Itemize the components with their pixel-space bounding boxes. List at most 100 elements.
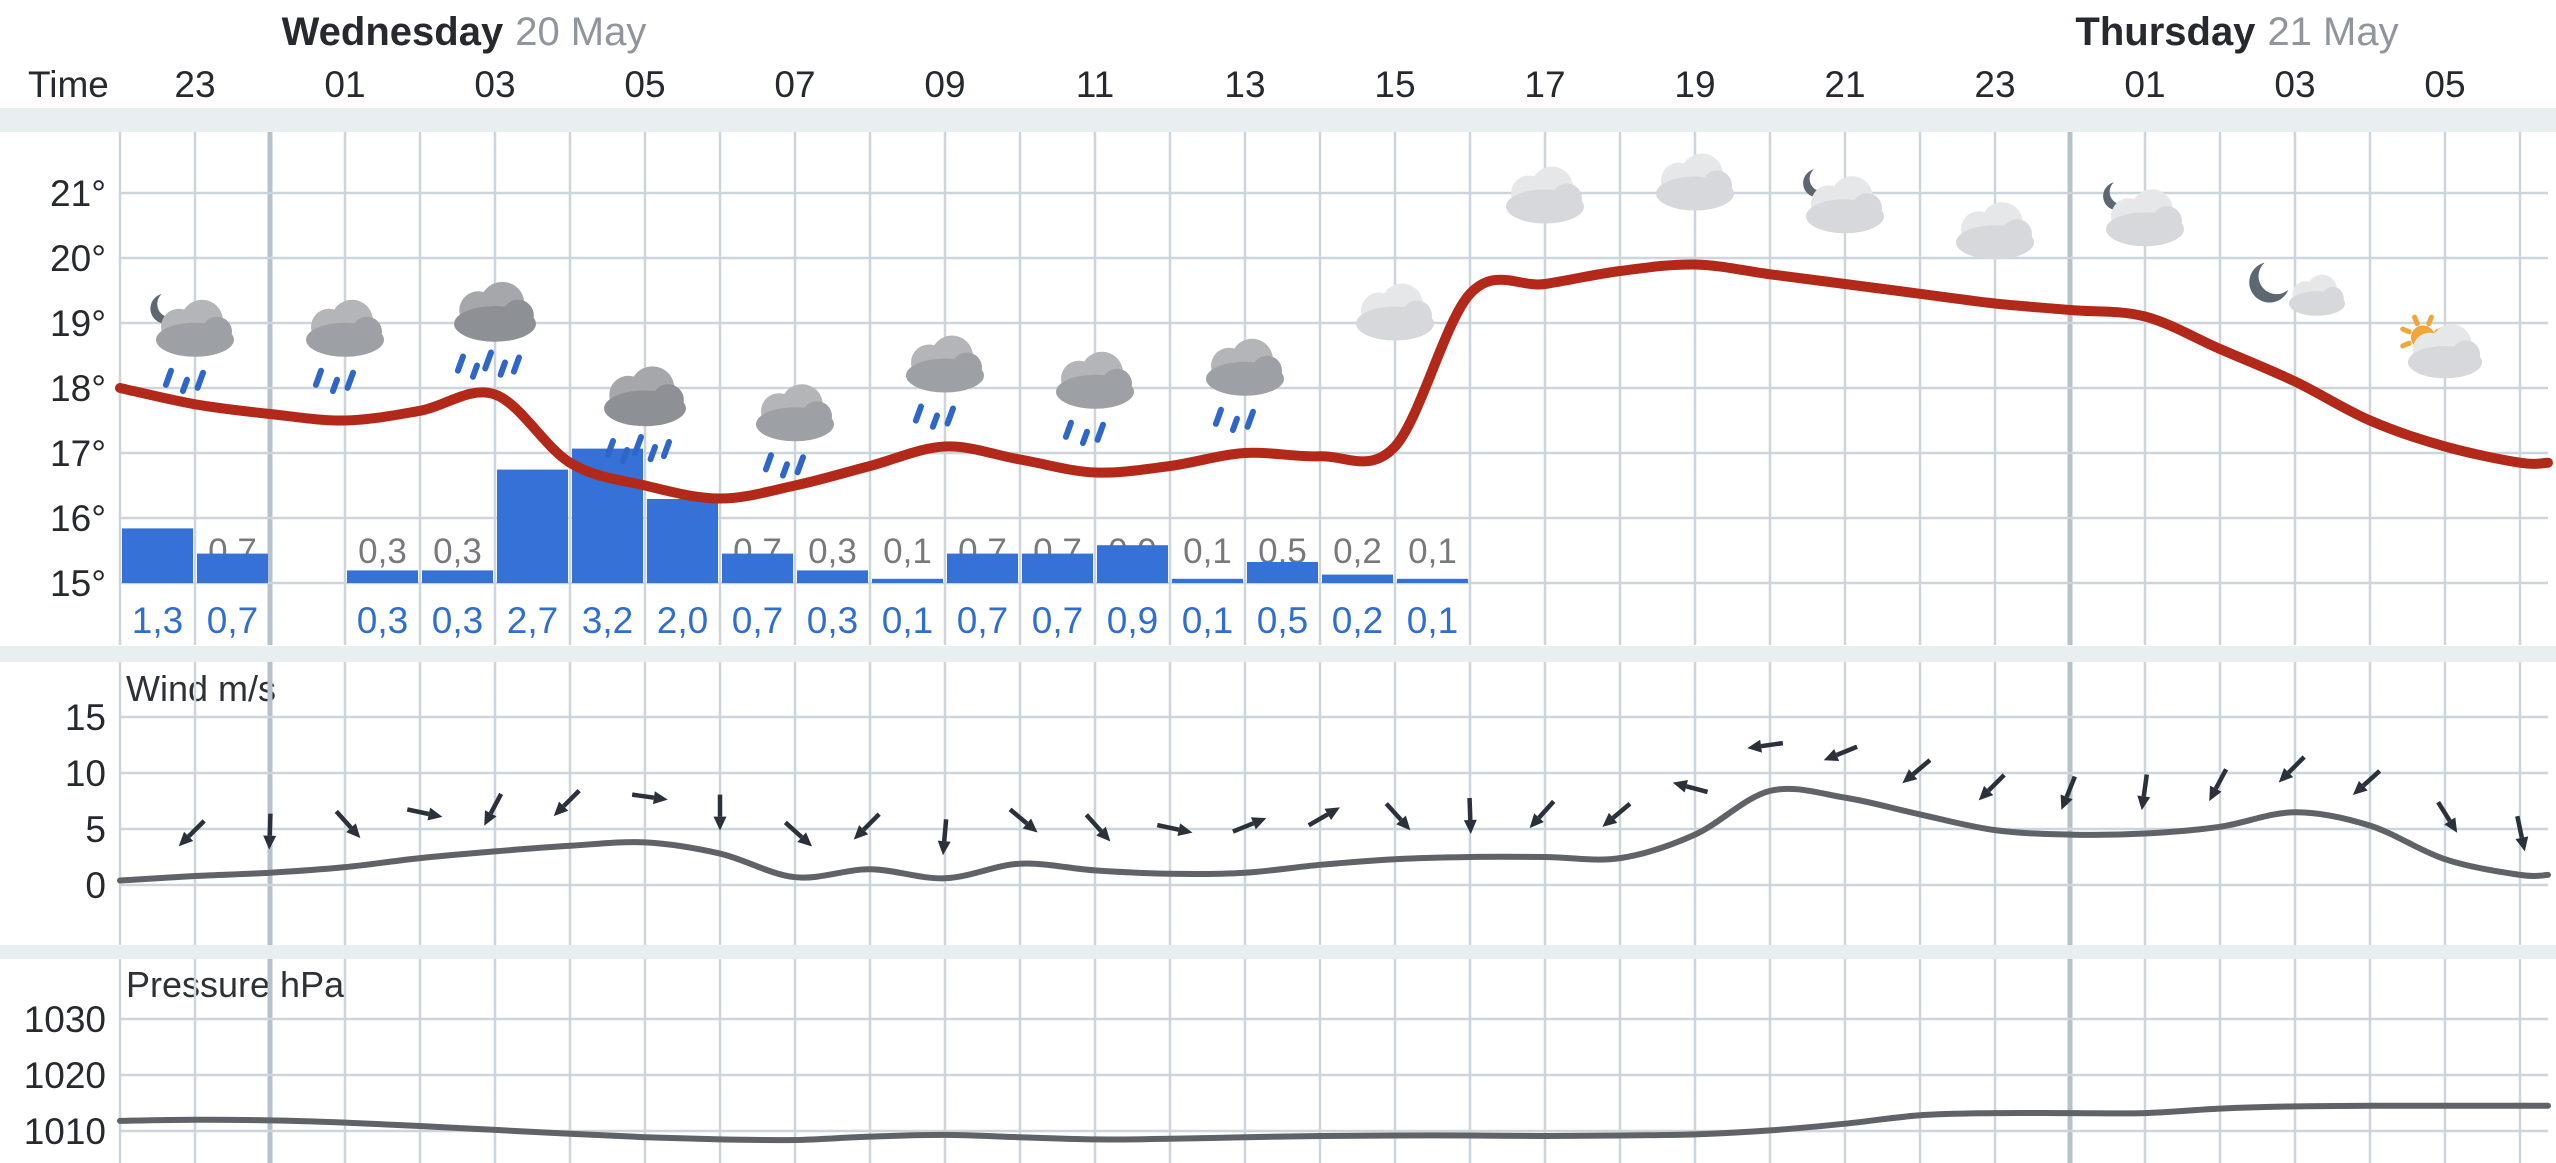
rain-drop-icon bbox=[510, 354, 522, 375]
precipitation-bar bbox=[722, 553, 793, 583]
rain-drop-icon bbox=[482, 349, 494, 372]
precipitation-bar bbox=[1247, 562, 1318, 583]
day-date: 21 May bbox=[2267, 10, 2399, 54]
precipitation-bar bbox=[497, 469, 568, 583]
weather-icon-rain-night bbox=[150, 294, 234, 395]
time-tick-label: 23 bbox=[1974, 64, 2015, 105]
day-header-thursday: Thursday 21 May bbox=[2075, 10, 2398, 54]
day-name: Wednesday bbox=[281, 10, 504, 54]
precip-max-label: 0,1 bbox=[1183, 532, 1232, 571]
weather-icon-moon-cloud bbox=[2249, 262, 2346, 316]
wind-direction-arrow bbox=[334, 809, 361, 839]
wind-axis-label: 10 bbox=[65, 753, 106, 794]
wind-direction-arrow bbox=[1463, 797, 1477, 834]
precipitation-bar bbox=[872, 578, 943, 583]
wind-direction-arrow bbox=[937, 819, 951, 856]
rain-drop-icon bbox=[1229, 415, 1240, 434]
wind-axis-label: 0 bbox=[85, 865, 106, 906]
precip-value-label: 0,7 bbox=[957, 600, 1008, 641]
precip-max-label: 0,3 bbox=[808, 532, 857, 571]
wind-direction-arrow bbox=[1156, 822, 1193, 837]
weather-icon-cloudy-night bbox=[2103, 182, 2184, 247]
precipitation-bar bbox=[1397, 578, 1468, 583]
time-tick-label: 15 bbox=[1374, 64, 1415, 105]
rain-drop-icon bbox=[779, 461, 790, 479]
rain-drop-icon bbox=[329, 376, 340, 395]
precip-max-label: 0,3 bbox=[358, 532, 407, 571]
section-divider-band bbox=[0, 646, 2556, 662]
time-tick-label: 23 bbox=[174, 64, 215, 105]
pressure-section-title: Pressure hPa bbox=[126, 964, 345, 1005]
precip-value-label: 1,3 bbox=[132, 600, 183, 641]
wind-direction-arrow bbox=[1747, 739, 1784, 753]
precip-value-label: 0,1 bbox=[1182, 600, 1233, 641]
precipitation-bar bbox=[647, 499, 718, 583]
temperature-axis-label: 18° bbox=[50, 368, 106, 409]
precip-max-label: 0,1 bbox=[1408, 532, 1457, 571]
wind-direction-arrow bbox=[1529, 799, 1556, 829]
wind-direction-arrow bbox=[853, 812, 881, 840]
weather-icon-rain bbox=[306, 299, 384, 395]
precip-value-label: 0,1 bbox=[882, 600, 933, 641]
precip-value-label: 0,7 bbox=[1032, 600, 1083, 641]
precipitation-bar bbox=[947, 553, 1018, 583]
rain-drop-icon bbox=[1094, 421, 1106, 443]
time-tick-label: 03 bbox=[2274, 64, 2315, 105]
pressure-curve bbox=[117, 1102, 2551, 1144]
wind-direction-arrow bbox=[1902, 758, 1932, 784]
temperature-curve bbox=[115, 259, 2553, 504]
pressure-axis-label: 1030 bbox=[24, 999, 106, 1040]
wind-axis-label: 5 bbox=[85, 809, 106, 850]
wind-direction-arrow bbox=[2436, 801, 2458, 833]
weather-icon-rain bbox=[1056, 351, 1134, 447]
temperature-axis-label: 21° bbox=[50, 173, 106, 214]
rain-drop-icon bbox=[162, 367, 174, 388]
wind-direction-arrow bbox=[406, 807, 443, 821]
weather-icon-rain bbox=[906, 335, 984, 430]
time-tick-label: 01 bbox=[2124, 64, 2165, 105]
weather-icon-cloudy bbox=[1956, 202, 2034, 260]
rain-drop-icon bbox=[604, 438, 616, 459]
rain-drop-icon bbox=[929, 412, 940, 430]
precip-max-label: 0,3 bbox=[433, 532, 482, 571]
wind-direction-arrow bbox=[1008, 807, 1038, 833]
temperature-axis-label: 19° bbox=[50, 303, 106, 344]
time-axis-label: Time bbox=[28, 64, 109, 105]
precipitation-bar bbox=[1172, 578, 1243, 583]
weather-icon-rain bbox=[1206, 338, 1284, 434]
wind-direction-arrow bbox=[2515, 815, 2529, 852]
wind-direction-arrow bbox=[2209, 768, 2229, 802]
moon-icon bbox=[150, 294, 180, 324]
rain-drop-icon bbox=[179, 376, 190, 395]
day-header-wednesday: Wednesday 20 May bbox=[282, 10, 647, 54]
rain-drop-icon bbox=[344, 369, 356, 391]
precip-value-label: 2,0 bbox=[657, 600, 708, 641]
precipitation-bar bbox=[1322, 574, 1393, 583]
rain-drop-icon bbox=[762, 452, 774, 473]
wind-direction-arrow bbox=[1823, 744, 1858, 762]
weather-icon-rain bbox=[756, 384, 834, 479]
section-divider-band bbox=[0, 945, 2556, 959]
precip-value-label: 3,2 bbox=[582, 600, 633, 641]
rain-drop-icon bbox=[1212, 406, 1224, 427]
wind-direction-arrow bbox=[1307, 807, 1340, 828]
time-tick-label: 19 bbox=[1674, 64, 1715, 105]
weather-icon-cloudy-night bbox=[1803, 169, 1884, 234]
wind-direction-arrow bbox=[2352, 769, 2382, 796]
weather-icon-cloudy bbox=[1356, 283, 1434, 341]
rain-drop-icon bbox=[794, 454, 806, 476]
precip-max-label: 0,1 bbox=[883, 532, 932, 571]
rain-drop-icon bbox=[660, 439, 672, 460]
precip-value-label: 0,3 bbox=[432, 600, 483, 641]
precip-value-label: 0,3 bbox=[807, 600, 858, 641]
wind-direction-arrow bbox=[1384, 802, 1411, 831]
wind-speed-curve bbox=[117, 785, 2551, 884]
precip-value-label: 0,7 bbox=[207, 600, 258, 641]
moon-icon bbox=[2249, 262, 2289, 303]
time-tick-label: 13 bbox=[1224, 64, 1265, 105]
rain-drop-icon bbox=[469, 362, 480, 380]
wind-direction-arrow bbox=[1672, 779, 1709, 795]
precipitation-bar bbox=[1022, 553, 1093, 583]
temperature-axis-label: 16° bbox=[50, 498, 106, 539]
